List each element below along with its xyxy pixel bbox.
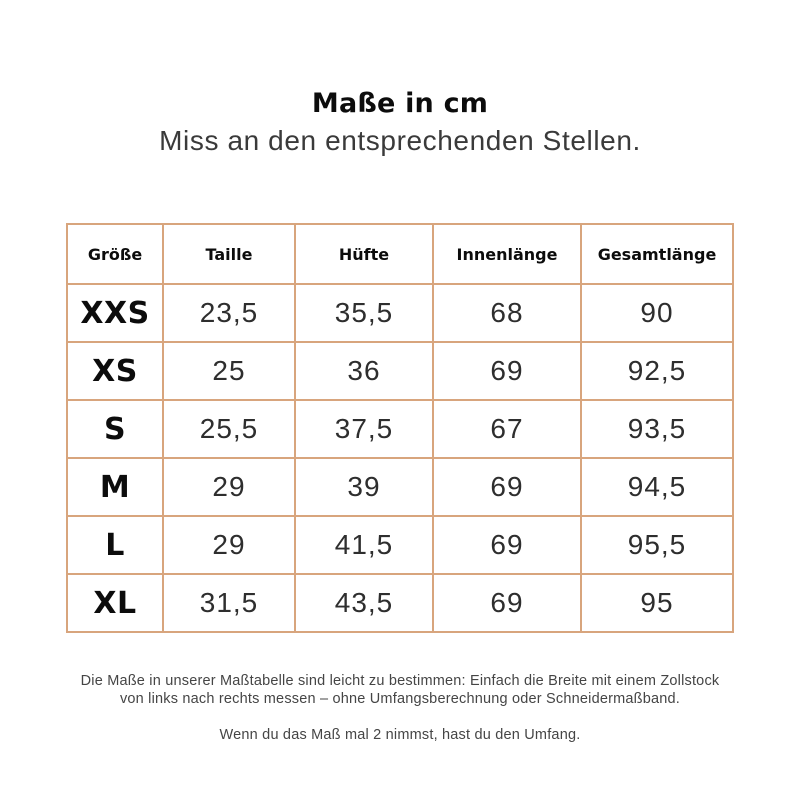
size-cell: L xyxy=(66,515,164,575)
value-cell: 35,5 xyxy=(294,283,434,343)
value-cell: 92,5 xyxy=(580,341,734,401)
value-cell: 43,5 xyxy=(294,573,434,633)
header-cell: Hüfte xyxy=(294,223,434,285)
size-measurements-table: Größe Taille Hüfte Innenlänge Gesamtlänge XX… xyxy=(66,223,734,633)
measurement-instructions: Die Maße in unserer Maßtabelle sind leic… xyxy=(80,673,720,707)
circumference-hint: Wenn du das Maß mal 2 nimmst, hast du de… xyxy=(219,726,581,743)
table-row: XL 31,5 43,5 69 95 xyxy=(66,573,734,633)
page-title: Maße in cm xyxy=(311,88,489,119)
value-cell: 93,5 xyxy=(580,399,734,459)
value-cell: 36 xyxy=(294,341,434,401)
header-cell: Taille xyxy=(162,223,296,285)
size-cell: S xyxy=(66,399,164,459)
table-header-row: Größe Taille Hüfte Innenlänge Gesamtlänge xyxy=(66,223,734,285)
value-cell: 23,5 xyxy=(162,283,296,343)
value-cell: 94,5 xyxy=(580,457,734,517)
header-cell: Größe xyxy=(66,223,164,285)
value-cell: 69 xyxy=(432,341,582,401)
table-row: XS 25 36 69 92,5 xyxy=(66,341,734,401)
table-row: L 29 41,5 69 95,5 xyxy=(66,515,734,575)
value-cell: 25 xyxy=(162,341,296,401)
value-cell: 37,5 xyxy=(294,399,434,459)
value-cell: 69 xyxy=(432,573,582,633)
header-cell: Gesamtlänge xyxy=(580,223,734,285)
table-row: XXS 23,5 35,5 68 90 xyxy=(66,283,734,343)
value-cell: 69 xyxy=(432,515,582,575)
header-cell: Innenlänge xyxy=(432,223,582,285)
size-cell: XS xyxy=(66,341,164,401)
table-row: M 29 39 69 94,5 xyxy=(66,457,734,517)
value-cell: 31,5 xyxy=(162,573,296,633)
size-cell: M xyxy=(66,457,164,517)
value-cell: 41,5 xyxy=(294,515,434,575)
table-row: S 25,5 37,5 67 93,5 xyxy=(66,399,734,459)
value-cell: 90 xyxy=(580,283,734,343)
size-cell: XXS xyxy=(66,283,164,343)
value-cell: 95,5 xyxy=(580,515,734,575)
value-cell: 39 xyxy=(294,457,434,517)
value-cell: 29 xyxy=(162,515,296,575)
value-cell: 29 xyxy=(162,457,296,517)
value-cell: 68 xyxy=(432,283,582,343)
value-cell: 67 xyxy=(432,399,582,459)
size-cell: XL xyxy=(66,573,164,633)
value-cell: 25,5 xyxy=(162,399,296,459)
value-cell: 69 xyxy=(432,457,582,517)
page-subtitle: Miss an den entsprechenden Stellen. xyxy=(159,125,641,156)
value-cell: 95 xyxy=(580,573,734,633)
